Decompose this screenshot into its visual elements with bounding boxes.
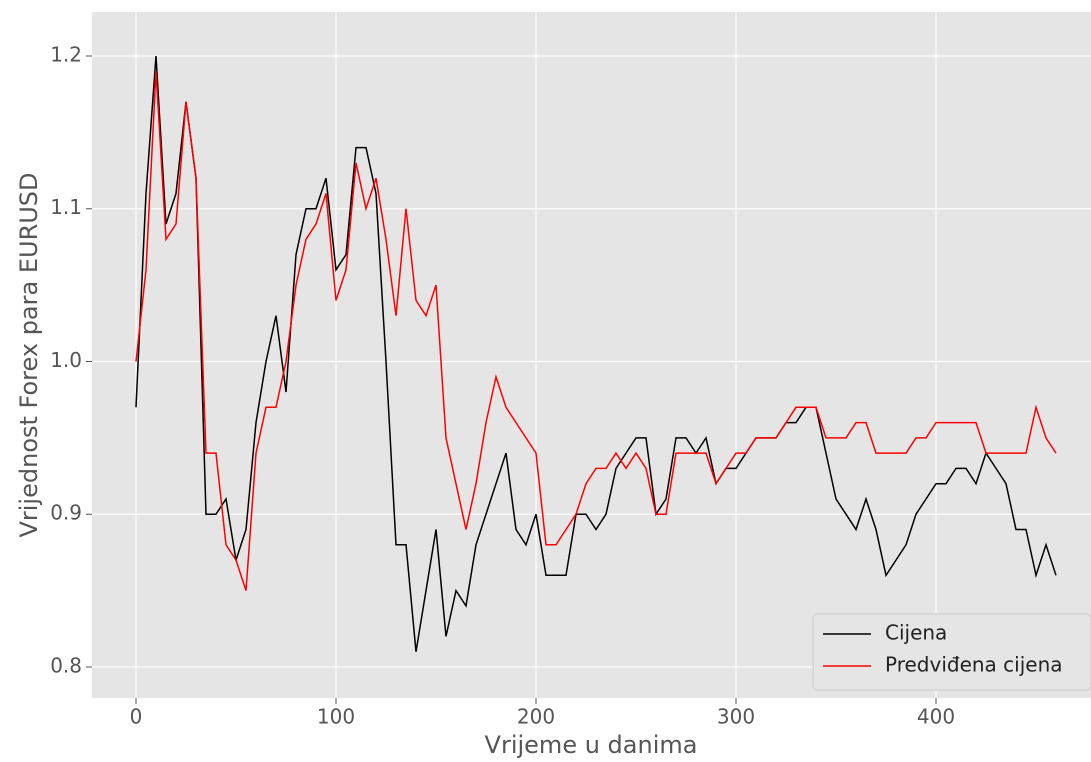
x-tick-label: 0 (130, 705, 143, 729)
y-tick-label: 1.2 (50, 42, 82, 66)
y-tick-label: 1.0 (50, 348, 82, 372)
legend-label: Predviđena cijena (885, 653, 1063, 677)
y-axis-label: Vrijednost Forex para EURUSD (15, 172, 43, 537)
y-tick-label: 0.9 (50, 501, 82, 525)
series-line (135, 71, 1057, 591)
plot-area (92, 12, 1091, 698)
x-axis-label: Vrijeme u danima (485, 731, 698, 759)
y-tick-label: 0.8 (50, 653, 82, 677)
y-tick-label: 1.1 (50, 195, 82, 219)
x-tick-label: 100 (317, 705, 355, 729)
x-tick-label: 200 (517, 705, 555, 729)
legend-box (812, 613, 1091, 691)
x-tick-label: 300 (717, 705, 755, 729)
series-line (135, 55, 1057, 652)
legend-label: Cijena (885, 621, 947, 645)
x-tick-label: 400 (917, 705, 955, 729)
